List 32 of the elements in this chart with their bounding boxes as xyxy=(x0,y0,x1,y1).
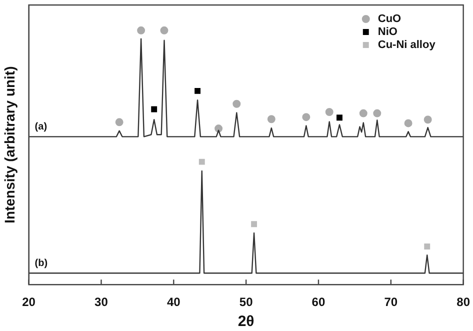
series-label: (a) xyxy=(34,121,48,132)
point xyxy=(160,26,168,34)
point xyxy=(404,119,412,128)
point xyxy=(325,108,334,116)
legend-label: Cu-Ni alloy xyxy=(378,39,436,52)
point xyxy=(115,118,124,126)
x-tick-label: 70 xyxy=(384,295,398,310)
point xyxy=(151,106,158,112)
x-tick-label: 50 xyxy=(239,295,254,310)
x-tick-label: 40 xyxy=(166,295,181,310)
point xyxy=(336,114,342,121)
point xyxy=(198,158,205,165)
point xyxy=(424,116,432,124)
point xyxy=(137,26,146,34)
point xyxy=(232,100,241,108)
legend-label: CuO xyxy=(378,13,402,26)
point xyxy=(267,115,276,124)
x-tick-label: 60 xyxy=(312,295,326,310)
y-axis-title: Intensity (arbitrary unit) xyxy=(1,66,18,224)
point xyxy=(424,244,430,250)
series-label: (b) xyxy=(34,258,48,269)
point xyxy=(373,109,382,118)
legend-label: NiO xyxy=(378,26,398,38)
x-tick-label: 20 xyxy=(22,295,36,310)
point xyxy=(194,88,201,94)
x-axis-title: 2θ xyxy=(238,313,254,330)
point xyxy=(302,113,310,122)
x-tick-label: 80 xyxy=(456,295,470,310)
point xyxy=(359,109,368,118)
point xyxy=(214,124,223,133)
point xyxy=(251,221,258,228)
x-tick-label: 30 xyxy=(94,295,108,310)
